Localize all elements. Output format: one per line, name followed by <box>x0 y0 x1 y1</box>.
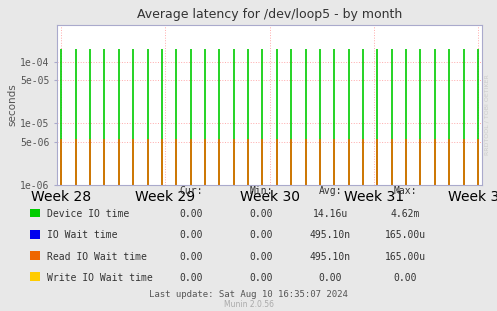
Y-axis label: seconds: seconds <box>7 84 17 126</box>
Text: 4.62m: 4.62m <box>390 209 420 219</box>
Text: 0.00: 0.00 <box>179 230 203 240</box>
Text: 165.00u: 165.00u <box>385 252 425 262</box>
Title: Average latency for /dev/loop5 - by month: Average latency for /dev/loop5 - by mont… <box>137 8 402 21</box>
Text: 14.16u: 14.16u <box>313 209 348 219</box>
Text: 495.10n: 495.10n <box>310 252 351 262</box>
Text: 0.00: 0.00 <box>249 252 273 262</box>
Text: 165.00u: 165.00u <box>385 230 425 240</box>
Text: Cur:: Cur: <box>179 186 203 196</box>
Text: Read IO Wait time: Read IO Wait time <box>47 252 147 262</box>
Text: 0.00: 0.00 <box>179 209 203 219</box>
Text: Device IO time: Device IO time <box>47 209 129 219</box>
Text: RRDTOOL / TOBI OETIKER: RRDTOOL / TOBI OETIKER <box>485 75 490 156</box>
Text: 495.10n: 495.10n <box>310 230 351 240</box>
Text: Last update: Sat Aug 10 16:35:07 2024: Last update: Sat Aug 10 16:35:07 2024 <box>149 290 348 299</box>
Text: Max:: Max: <box>393 186 417 196</box>
Text: Munin 2.0.56: Munin 2.0.56 <box>224 300 273 309</box>
Text: 0.00: 0.00 <box>393 273 417 283</box>
Text: Avg:: Avg: <box>319 186 342 196</box>
Text: 0.00: 0.00 <box>179 252 203 262</box>
Text: Min:: Min: <box>249 186 273 196</box>
Text: 0.00: 0.00 <box>179 273 203 283</box>
Text: 0.00: 0.00 <box>249 209 273 219</box>
Text: 0.00: 0.00 <box>249 230 273 240</box>
Text: 0.00: 0.00 <box>319 273 342 283</box>
Text: IO Wait time: IO Wait time <box>47 230 118 240</box>
Text: 0.00: 0.00 <box>249 273 273 283</box>
Text: Write IO Wait time: Write IO Wait time <box>47 273 153 283</box>
